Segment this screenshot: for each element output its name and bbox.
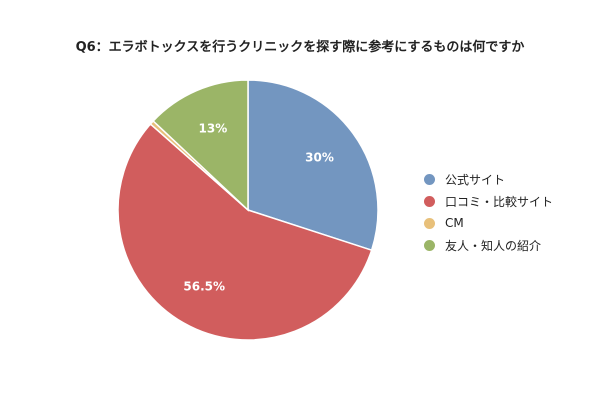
legend-item-review-site: 口コミ・比較サイト <box>424 190 594 212</box>
pie-slices <box>117 79 379 341</box>
legend-swatch <box>424 239 435 251</box>
legend-item-friend-referral: 友人・知人の紹介 <box>424 234 594 256</box>
legend-swatch <box>424 173 435 185</box>
pie-data-label: 13% <box>199 121 228 135</box>
pie-data-label: 56.5% <box>183 279 225 293</box>
pie-slice-friend-referral <box>152 79 249 212</box>
pie-data-label: 30% <box>305 151 334 165</box>
legend-label: 口コミ・比較サイト <box>445 194 554 209</box>
pie-slice-official-site <box>247 79 379 252</box>
legend-swatch <box>424 195 435 207</box>
legend-label: 公式サイト <box>445 172 506 187</box>
legend-label: CM <box>445 216 464 230</box>
legend-label: 友人・知人の紹介 <box>445 238 542 253</box>
pie-slice-review-site <box>117 122 373 341</box>
legend-swatch <box>424 217 435 229</box>
legend: 公式サイト 口コミ・比較サイト CM 友人・知人の紹介 <box>424 168 594 256</box>
legend-item-cm: CM <box>424 212 594 234</box>
pie-data-labels: 30% 56.5% 13% <box>183 121 334 293</box>
legend-item-official-site: 公式サイト <box>424 168 594 190</box>
chart-title: Q6：エラボトックスを行うクリニックを探す際に参考にするものは何ですか <box>75 40 525 55</box>
